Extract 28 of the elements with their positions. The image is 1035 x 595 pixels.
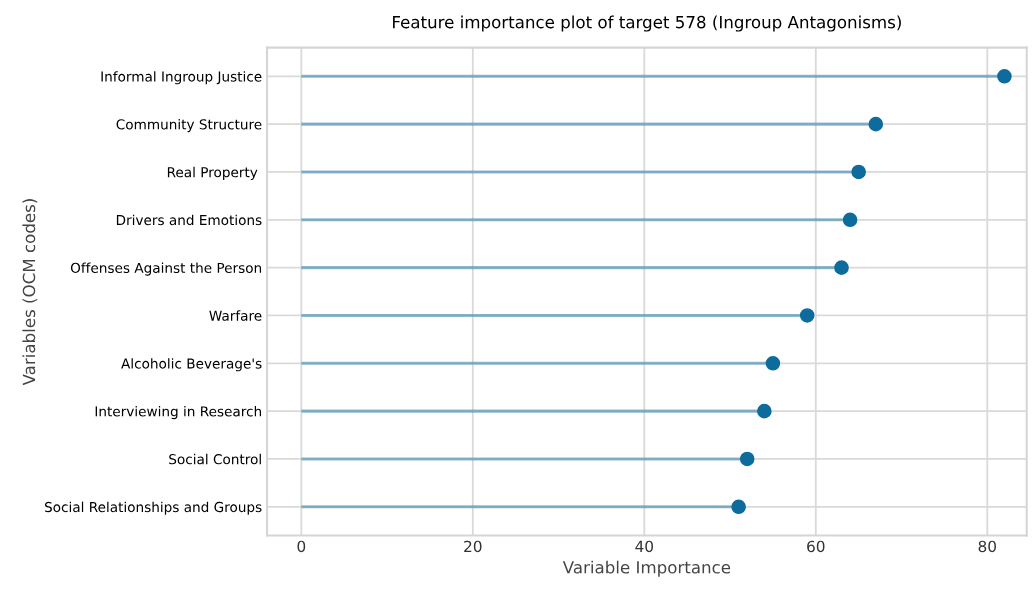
y-tick-label: Informal Ingroup Justice: [101, 71, 262, 85]
x-axis-title: Variable Importance: [562, 560, 731, 577]
point: [757, 403, 772, 419]
point: [851, 164, 866, 180]
x-tick-label: 0: [297, 540, 306, 553]
y-tick-label: Alcoholic Beverage's: [121, 358, 262, 372]
y-tick-label: Social Relationships and Groups: [44, 501, 262, 515]
x-tick-label: 80: [978, 540, 996, 553]
y-tick-label: Offenses Against the Person: [70, 262, 262, 276]
point: [842, 212, 858, 228]
y-tick-label: Interviewing in Research: [95, 405, 262, 420]
point: [997, 69, 1012, 84]
y-tick-label: Community Structure: [116, 118, 262, 133]
x-tick-label: 20: [464, 540, 482, 553]
point: [739, 451, 755, 467]
y-tick-label: Drivers and Emotions: [116, 214, 262, 226]
y-tick-label: Real Property: [167, 166, 258, 180]
x-tick-label: 40: [635, 540, 654, 553]
point: [799, 308, 815, 323]
point: [765, 356, 781, 371]
y-tick-label: Social Control: [169, 453, 261, 465]
y-tick-label: Warfare: [209, 310, 262, 321]
point: [868, 116, 884, 132]
point: [834, 260, 849, 275]
point: [731, 499, 746, 515]
y-axis-title: Variables (OCM codes): [22, 199, 38, 386]
x-tick-label: 60: [807, 540, 825, 553]
chart-title: Feature importance plot of target 578 (Ingroup Antagonisms): [393, 15, 901, 32]
